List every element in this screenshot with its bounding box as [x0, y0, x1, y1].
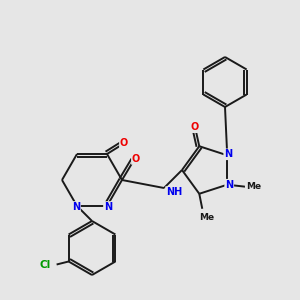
- Text: N: N: [225, 180, 233, 190]
- Text: N: N: [72, 202, 80, 212]
- Text: Me: Me: [246, 182, 261, 191]
- Text: N: N: [224, 149, 232, 159]
- Text: O: O: [190, 122, 198, 132]
- Text: Me: Me: [199, 213, 214, 222]
- Text: O: O: [120, 138, 128, 148]
- Text: N: N: [104, 202, 112, 212]
- Text: Cl: Cl: [40, 260, 51, 269]
- Text: O: O: [132, 154, 140, 164]
- Text: NH: NH: [166, 187, 182, 197]
